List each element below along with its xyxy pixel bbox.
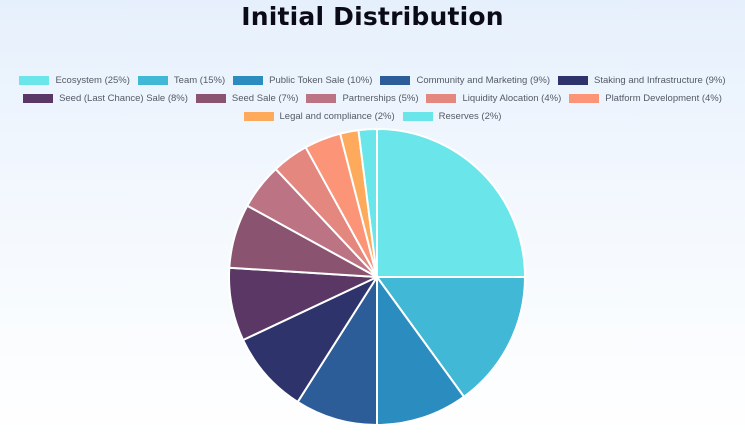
chart-legend: Ecosystem (25%) Team (15%) Public Token Sa…	[0, 71, 745, 125]
pie-slice[interactable]	[376, 128, 526, 278]
legend-label: Ecosystem (25%)	[55, 74, 130, 86]
legend-item[interactable]: Liquidity Alocation (4%)	[426, 93, 561, 104]
legend-label: Seed (Last Chance) Sale (8%)	[59, 92, 188, 104]
pie-slice[interactable]	[357, 128, 378, 278]
legend-item[interactable]: Reserves (2%)	[402, 110, 502, 122]
legend-item[interactable]: Staking and Infrastructure (9%)	[558, 74, 726, 86]
legend-item[interactable]: Seed Sale (7%)	[195, 92, 299, 104]
legend-item[interactable]: Seed (Last Chance) Sale (8%)	[23, 93, 188, 104]
legend-swatch	[558, 75, 589, 85]
legend-item[interactable]: Partnerships (5%)	[306, 93, 418, 104]
legend-swatch	[402, 111, 433, 121]
legend-swatch	[233, 75, 264, 85]
legend-label: Staking and Infrastructure (9%)	[594, 74, 726, 86]
legend-label: Platform Development (4%)	[605, 92, 722, 104]
pie-slice[interactable]	[296, 276, 378, 426]
legend-label: Legal and compliance (2%)	[279, 110, 395, 122]
legend-swatch	[195, 93, 226, 103]
legend-item[interactable]: Public Token Sale (10%)	[233, 75, 372, 86]
legend-swatch	[243, 111, 274, 121]
legend-label: Partnerships (5%)	[342, 92, 419, 104]
chart-title: Initial Distribution	[241, 2, 504, 31]
legend-label: Liquidity Alocation (4%)	[462, 92, 562, 104]
legend-item[interactable]: Team (15%)	[137, 74, 226, 86]
legend-item[interactable]: Community and Marketing (9%)	[380, 75, 550, 86]
legend-item[interactable]: Platform Development (4%)	[569, 93, 722, 104]
legend-row: Legal and compliance (2%) Reserves (2%)	[0, 107, 745, 125]
legend-swatch	[380, 75, 411, 85]
legend-label: Reserves (2%)	[438, 110, 502, 122]
pie-slice[interactable]	[376, 276, 465, 426]
legend-swatch	[569, 93, 600, 103]
pie-slice[interactable]	[376, 276, 526, 398]
legend-label: Public Token Sale (10%)	[269, 74, 373, 86]
legend-swatch	[426, 93, 457, 103]
legend-row: Seed (Last Chance) Sale (8%) Seed Sale (7…	[0, 89, 745, 107]
legend-item[interactable]: Ecosystem (25%)	[19, 74, 130, 86]
legend-label: Community and Marketing (9%)	[416, 74, 551, 86]
legend-label: Seed Sale (7%)	[231, 92, 299, 104]
legend-swatch	[19, 75, 50, 85]
legend-label: Team (15%)	[173, 74, 226, 86]
legend-item[interactable]: Legal and compliance (2%)	[243, 110, 395, 122]
legend-swatch	[23, 93, 54, 103]
legend-swatch	[137, 75, 168, 85]
pie-slice[interactable]	[242, 276, 378, 403]
legend-swatch	[306, 93, 337, 103]
legend-row: Ecosystem (25%) Team (15%) Public Token Sa…	[0, 71, 745, 89]
